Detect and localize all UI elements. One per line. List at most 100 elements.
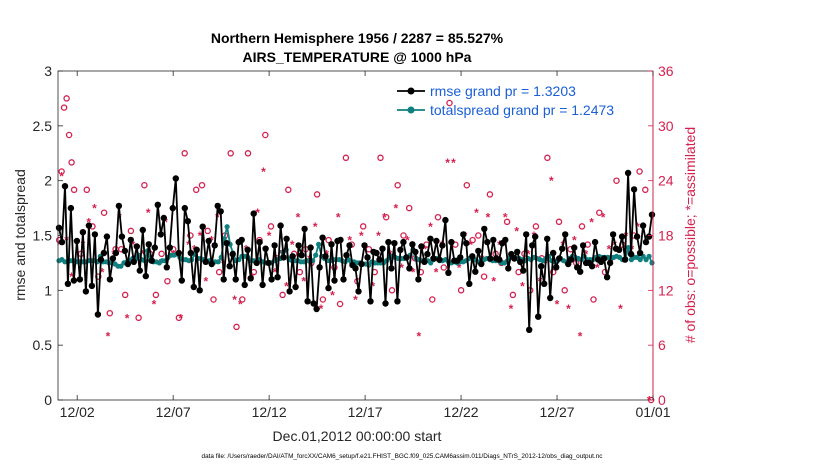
obs-possible-marker [267,223,275,230]
obs-possible-marker [429,296,436,303]
obs-possible-marker [152,291,160,299]
rmse-point [550,249,557,257]
obs-assimilated-marker: * [313,220,318,234]
rmse-point [148,257,155,264]
obs-assimilated-marker: * [278,247,283,261]
right-y-tick-label: 30 [658,118,674,134]
rmse-point [103,233,111,240]
obs-possible-marker [63,95,70,102]
rmse-point [157,231,164,238]
rmse-point [529,242,536,249]
left-y-tick-label: 2 [44,173,52,189]
rmse-point [91,231,99,238]
left-y-axis-label: rmse and totalspread [12,169,28,301]
obs-assimilated-marker: * [125,311,130,325]
rmse-point [241,281,248,289]
obs-assimilated-marker: * [555,298,560,312]
rmse-point [295,242,302,249]
obs-assimilated-marker: * [336,211,341,225]
rmse-point [457,254,464,261]
left-y-tick-label: 0 [44,392,52,408]
rmse-point [627,250,635,258]
obs-possible-marker [175,314,183,322]
rmse-point [247,275,254,282]
rmse-point [196,287,203,294]
rmse-point [421,258,428,265]
right-y-tick-label: 6 [658,337,666,353]
x-axis-label: Dec.01,2012 00:00:00 start [273,428,442,444]
rmse-point [609,231,617,238]
obs-possible-marker [544,154,551,162]
rmse-point [397,246,404,253]
rmse-point [73,237,81,245]
legend: rmse grand pr = 1.3203 totalspread grand… [397,83,614,118]
rmse-point [603,274,611,281]
rmse-point [55,224,63,231]
right-y-tick-label: 18 [658,228,674,244]
obs-assimilated-marker: * [198,229,203,243]
obs-assimilated-marker: * [319,302,324,316]
totalspread-point [221,236,227,242]
obs-possible-marker [227,150,234,157]
obs-assimilated-marker: * [376,229,381,243]
rmse-point [436,256,443,263]
rmse-point [556,255,563,262]
x-tick-label: 12/07 [156,404,191,420]
rmse-point [316,264,323,271]
rmse-point [115,202,123,210]
obs-assimilated-marker: * [284,279,289,293]
rmse-point [166,244,173,251]
rmse-point [154,201,161,208]
rmse-point [355,288,362,295]
obs-assimilated-marker: * [146,206,151,220]
rmse-point [376,256,383,263]
rmse-point [106,276,114,283]
obs-assimilated-marker: * [428,220,433,234]
obs-assimilated-marker: * [232,293,237,307]
rmse-point [211,242,218,249]
legend-rmse-marker [407,87,415,95]
rmse-point [262,245,269,252]
rmse-point [61,183,69,190]
rmse-point [391,240,398,247]
right-y-tick-label: 24 [658,173,674,189]
rmse-point [433,237,440,245]
rmse-point [571,244,578,251]
rmse-series [55,169,656,333]
obs-assimilated-marker: * [434,266,439,280]
obs-possible-marker [60,104,68,111]
rmse-point [70,277,78,284]
rmse-point [448,238,455,246]
rmse-point [346,242,353,249]
rmse-point [79,229,87,236]
rmse-point [307,244,314,251]
obs-assimilated-marker: * [393,202,398,216]
rmse-point [364,254,371,261]
rmse-point [64,280,72,287]
obs-possible-marker [400,232,407,239]
obs-possible-marker [336,300,344,308]
rmse-point [313,305,320,313]
obs-assimilated-marker: * [422,243,427,257]
rmse-point [259,281,266,289]
obs-possible-marker [244,150,252,157]
x-tick-label: 12/12 [252,404,287,420]
obs-assimilated-marker: * [152,298,157,312]
obs-possible-marker [187,232,194,239]
rmse-point [606,259,614,267]
totalspread-point [118,263,124,269]
obs-assimilated-marker: * [468,238,473,252]
obs-possible-marker [434,213,442,221]
rmse-point [463,240,470,247]
right-y-tick-label: 0 [658,392,666,408]
legend-spread-label: totalspread grand pr = 1.2473 [430,102,614,118]
obs-assimilated-marker: * [370,279,375,293]
data-file-footnote: data file: /Users/raeder/DAI/ATM_forcXX/… [202,453,604,460]
rmse-point [208,260,215,268]
rmse-point [394,298,401,305]
obs-possible-marker [325,236,332,244]
obs-assimilated-marker: * [509,302,514,316]
rmse-point [490,236,497,244]
left-y-axis: 0 0.5 1 1.5 2 2.5 3 [33,63,63,408]
obs-possible-marker [469,236,476,244]
